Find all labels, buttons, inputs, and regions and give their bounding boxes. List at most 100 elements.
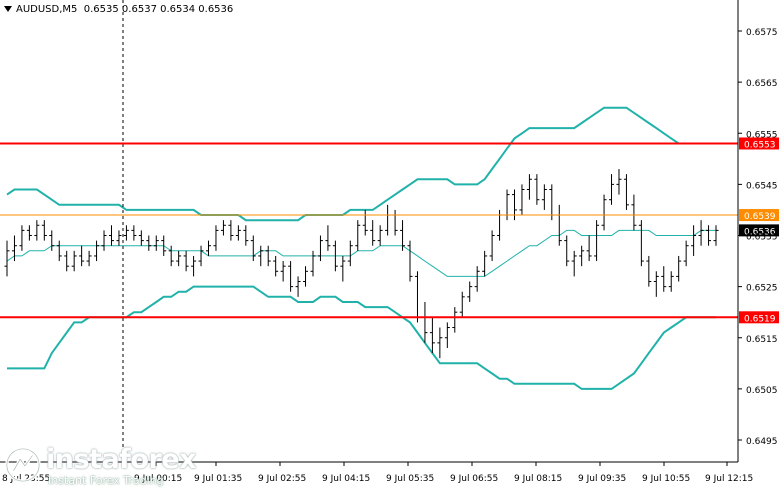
ohlc-bar	[564, 235, 570, 267]
ohlc-bar	[407, 240, 413, 282]
ohlc-bar	[273, 255, 279, 277]
ohlc-bar	[243, 225, 249, 246]
x-tick-label: 9 Jul 01:35	[194, 474, 242, 484]
ohlc-bar	[691, 225, 697, 256]
x-tick-label: 9 Jul 08:15	[514, 474, 562, 484]
current-price-label: 0.6536	[744, 227, 776, 237]
x-tick-label: 9 Jul 09:35	[578, 474, 626, 484]
middle-band-line	[6, 229, 716, 277]
ohlc-bar	[668, 271, 674, 292]
ohlc-bar	[280, 261, 286, 282]
ohlc-bar	[228, 220, 234, 241]
ohlc-bar	[235, 225, 241, 241]
ohlc-bar	[4, 240, 10, 277]
ohlc-bar	[504, 189, 510, 221]
ohlc-bar	[198, 245, 204, 267]
ohlc-bar	[646, 255, 652, 287]
ohlc-bar	[79, 245, 85, 267]
ohlc-bar	[303, 266, 309, 287]
level-label-bg	[739, 209, 779, 222]
ohlc-bar	[392, 209, 398, 236]
ohlc-bar	[571, 250, 577, 277]
ohlc-bar	[295, 276, 301, 297]
ohlc-bar	[377, 225, 383, 246]
ohlc-bar	[586, 235, 592, 262]
symbol-header[interactable]: AUDUSD,M5 0.6535 0.6537 0.6534 0.6536	[4, 4, 233, 15]
ohlc-bar	[206, 240, 212, 256]
ohlc-bar	[146, 235, 152, 251]
ohlc-bar	[609, 174, 615, 205]
ohlc-bar	[258, 245, 264, 267]
ohlc-bar	[138, 230, 144, 246]
ohlc-bar	[370, 220, 376, 246]
level-label-bg	[739, 137, 779, 150]
upper-band-line	[6, 106, 716, 222]
ohlc-bar	[698, 220, 704, 246]
ohlc-bar	[474, 266, 480, 292]
ohlc-bar	[489, 230, 495, 262]
ohlc-bar	[511, 189, 517, 221]
ohlc-bar	[422, 301, 428, 343]
ohlc-bar	[444, 322, 450, 348]
ohlc-bar	[325, 225, 331, 251]
ohlc-bar	[116, 230, 122, 246]
ohlc-bar	[161, 235, 167, 256]
ohlc-bar	[11, 235, 17, 262]
lower-band-line	[7, 285, 716, 390]
ohlc-bar	[437, 327, 443, 359]
ohlc-bar	[56, 240, 62, 262]
ohlc-bar	[638, 220, 644, 267]
ohlc-bar	[108, 225, 114, 246]
y-tick-label: 0.6545	[746, 181, 778, 191]
level-label: 0.6553	[744, 140, 776, 150]
ohlc-readout: 0.6535 0.6537 0.6534 0.6536	[83, 4, 234, 15]
ohlc-bar	[220, 220, 226, 236]
ohlc-bar	[601, 194, 607, 231]
watermark: instaforex Instant Forex Trading	[4, 444, 204, 487]
y-tick-label: 0.6575	[746, 28, 778, 38]
ohlc-bar	[400, 220, 406, 251]
ohlc-bar	[497, 209, 503, 241]
ohlc-bar	[168, 245, 174, 267]
symbol-label: AUDUSD,M5	[16, 4, 78, 15]
ohlc-bar	[71, 250, 77, 272]
level-label: 0.6519	[744, 314, 776, 324]
watermark-tagline: Instant Forex Trading	[48, 474, 164, 487]
ohlc-bar	[34, 220, 40, 241]
ohlc-bar	[250, 235, 256, 262]
y-tick-label: 0.6525	[746, 284, 778, 294]
ohlc-bar	[49, 230, 55, 251]
ohlc-bar	[683, 240, 689, 267]
ohlc-bar	[526, 174, 532, 200]
y-tick-label: 0.6505	[746, 386, 778, 396]
ohlc-bar	[541, 184, 547, 210]
chevron-down-icon[interactable]	[4, 6, 12, 12]
y-tick-label: 0.6555	[746, 130, 778, 140]
x-tick-label: 9 Jul 10:55	[642, 474, 690, 484]
ohlc-bar	[616, 169, 622, 195]
ohlc-bar	[191, 255, 197, 277]
current-price-bg	[739, 224, 779, 237]
ohlc-bar	[94, 240, 100, 262]
x-tick-label: 9 Jul 02:55	[258, 474, 306, 484]
ohlc-bar	[153, 235, 159, 251]
time-axis: 9 Jul 00:15 9 Jul 01:35 9 Jul 02:55 9 Jul 0…	[0, 461, 753, 484]
bollinger-bands	[6, 106, 716, 390]
ohlc-bar	[213, 225, 219, 251]
x-tick-label: 9 Jul 04:15	[322, 474, 370, 484]
y-tick-label: 0.6535	[746, 233, 778, 243]
level-label-bg	[739, 311, 779, 324]
ohlc-bar	[467, 281, 473, 302]
x-tick-label-first: 8 Jul 23:55	[2, 474, 50, 484]
ohlc-bar	[556, 204, 562, 246]
ohlc-bar	[265, 245, 271, 267]
x-tick-label: 9 Jul 05:35	[386, 474, 434, 484]
ohlc-bar	[631, 194, 637, 231]
ohlc-bar	[332, 240, 338, 272]
x-tick-label: 9 Jul 12:15	[705, 474, 753, 484]
y-tick-label: 0.6495	[746, 437, 778, 447]
instaforex-logo-icon	[5, 447, 41, 483]
ohlc-bar	[661, 266, 667, 292]
